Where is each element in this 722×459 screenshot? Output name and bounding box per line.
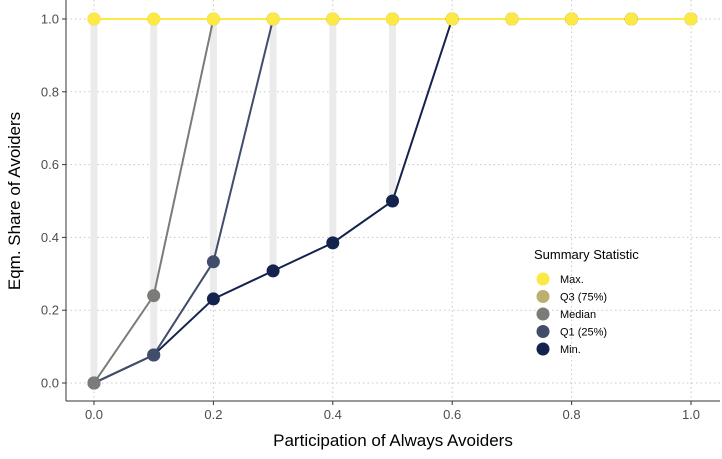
point-max <box>266 12 280 26</box>
point-max <box>147 12 161 26</box>
point-min <box>206 292 220 306</box>
legend-label: Q1 (25%) <box>560 327 607 339</box>
y-tick-label: 0.0 <box>41 376 59 391</box>
legend-key <box>536 272 550 286</box>
x-tick-label: 0.6 <box>443 407 461 422</box>
point-q1-25 <box>147 348 161 362</box>
point-max <box>565 12 579 26</box>
point-max <box>386 12 399 26</box>
legend-key <box>536 325 550 338</box>
point-max <box>445 12 459 26</box>
point-max <box>326 12 340 26</box>
legend-title: Summary Statistic <box>534 247 639 262</box>
legend-key <box>536 342 550 356</box>
legend-key <box>536 290 550 303</box>
point-min <box>326 236 340 250</box>
legend-label: Q3 (75%) <box>560 292 607 304</box>
y-axis-label: Eqm. Share of Avoiders <box>5 112 24 290</box>
point-min <box>266 264 280 278</box>
y-tick-label: 0.8 <box>41 84 59 99</box>
legend-label: Median <box>560 309 596 321</box>
point-max <box>624 12 638 26</box>
legend-key <box>536 307 550 321</box>
point-min <box>386 194 399 208</box>
point-median <box>147 289 161 303</box>
legend-label: Max. <box>560 274 584 286</box>
x-tick-label: 0.0 <box>85 407 103 422</box>
x-tick-label: 0.4 <box>324 407 342 422</box>
x-axis-label: Participation of Always Avoiders <box>273 431 513 450</box>
point-max <box>505 12 519 26</box>
y-tick-label: 1.0 <box>41 12 59 27</box>
x-tick-label: 1.0 <box>682 407 700 422</box>
y-tick-label: 0.6 <box>41 157 59 172</box>
x-tick-label: 0.2 <box>204 407 222 422</box>
x-tick-label: 0.8 <box>563 407 581 422</box>
point-max <box>87 12 101 26</box>
y-tick-label: 0.2 <box>41 303 59 318</box>
legend-label: Min. <box>560 344 581 356</box>
point-max <box>684 12 698 26</box>
point-q1-25 <box>206 255 220 269</box>
legend: Summary Statistic Max. Q3 (75%) Median Q1 (… <box>534 247 639 356</box>
point-median <box>87 376 101 390</box>
y-tick-label: 0.4 <box>41 230 59 245</box>
point-max <box>206 12 220 26</box>
